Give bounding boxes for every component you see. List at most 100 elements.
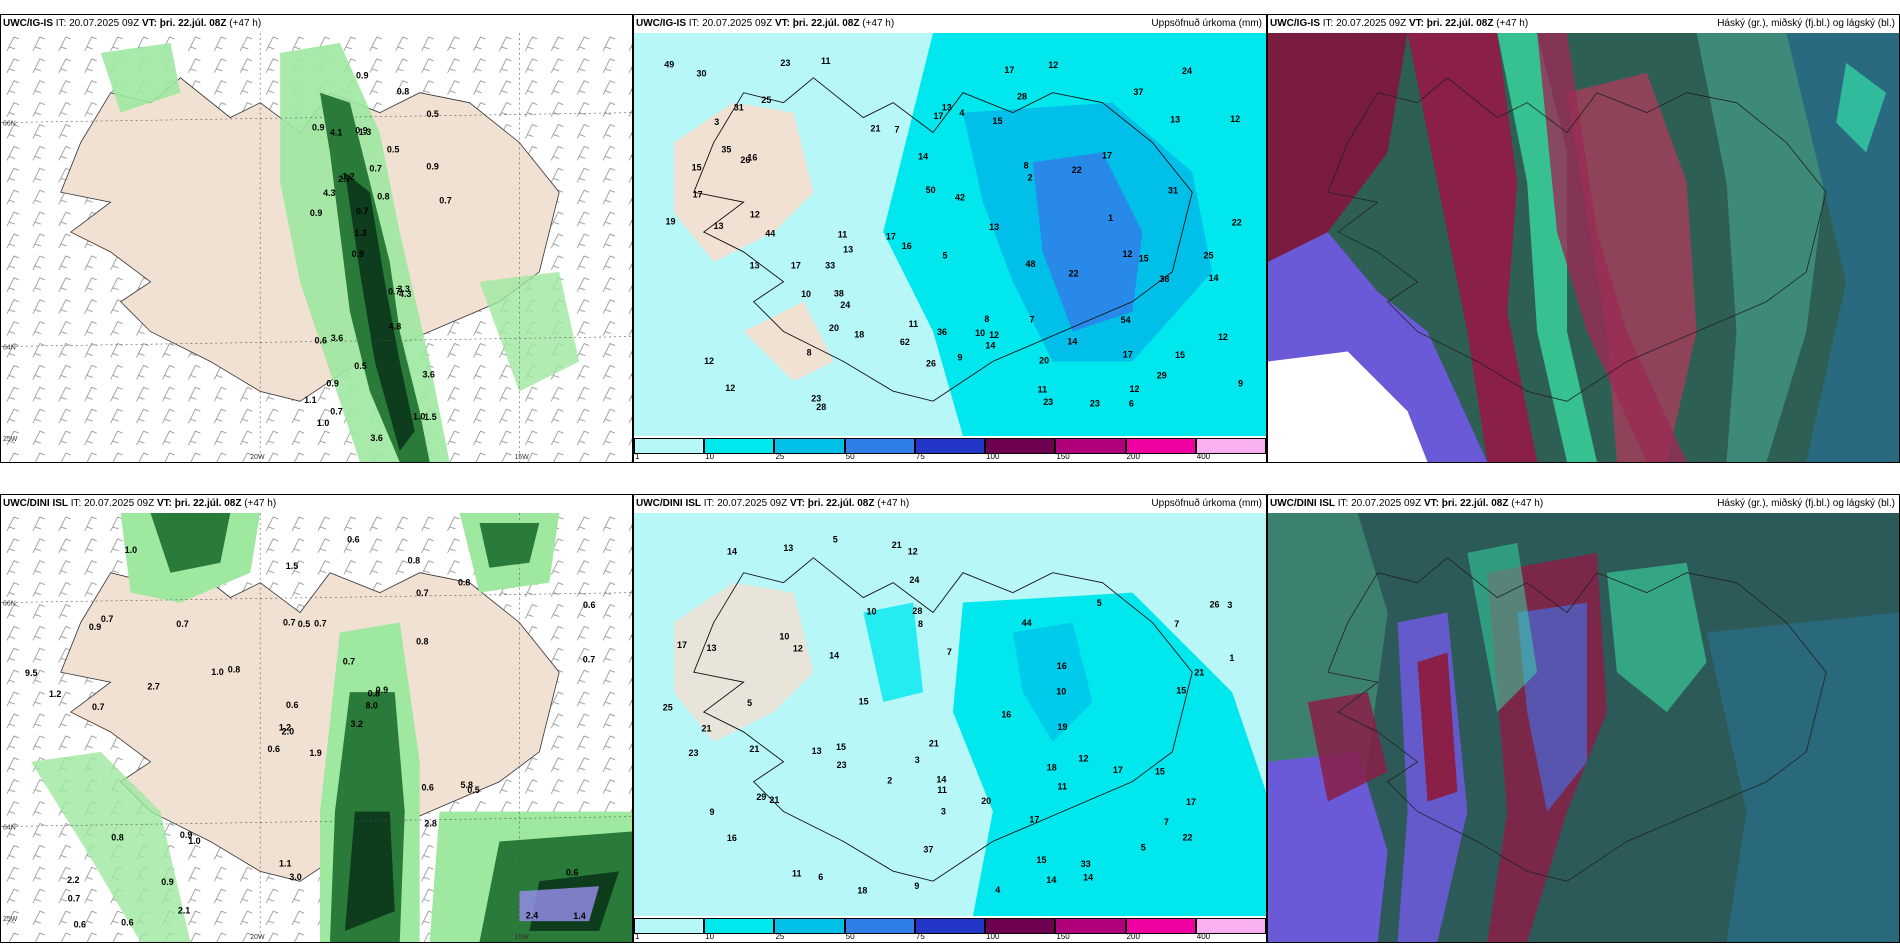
init-time: IT: 20.07.2025 09Z: [1337, 498, 1422, 509]
value-label: 33: [1081, 859, 1091, 869]
colorbar-swatch: [914, 918, 986, 934]
value-label: 13: [942, 103, 952, 113]
value-label: 8: [918, 619, 923, 629]
value-label: 10: [779, 632, 789, 642]
value-label: 12: [750, 210, 760, 220]
value-label: 0.7: [343, 656, 355, 666]
value-label: 13: [714, 221, 724, 231]
value-label: 9: [1238, 378, 1243, 388]
colorbar-swatch: [1125, 438, 1196, 454]
value-label: 4: [959, 108, 964, 118]
value-label: 1.0: [188, 836, 200, 846]
lon-label: 20W: [250, 454, 265, 461]
value-label: 0.8: [408, 555, 420, 565]
value-label: 24: [840, 300, 850, 310]
cloud-cover-map[interactable]: [1268, 33, 1899, 462]
value-label: 25: [761, 95, 771, 105]
value-label: 18: [854, 330, 864, 340]
lead-time: (+47 h): [877, 498, 910, 509]
value-label: 18: [1047, 762, 1057, 772]
value-label: 11: [1038, 384, 1047, 394]
value-label: 7: [1174, 619, 1179, 629]
lon-label: 15W: [514, 454, 529, 461]
value-label: 0.6: [268, 744, 280, 754]
value-label: 3.0: [289, 872, 301, 882]
value-label: 6: [818, 872, 823, 882]
value-label: 2.2: [67, 875, 79, 885]
value-label: 0.6: [74, 919, 86, 929]
value-label: 14: [1209, 273, 1219, 283]
value-label: 0.7: [68, 894, 80, 904]
value-label: 17: [677, 640, 687, 650]
value-label: 2.7: [338, 174, 350, 184]
value-label: 21: [701, 723, 711, 733]
colorbar-tick-label: 200: [1126, 932, 1140, 941]
lat-label: 66N: [3, 601, 16, 608]
colorbar-tick-label: 200: [1126, 452, 1140, 461]
value-label: 31: [1168, 185, 1178, 195]
colorbar-swatch: [844, 438, 915, 454]
cloud-cover-map[interactable]: [1268, 513, 1899, 942]
lat-label: 64N: [3, 345, 16, 352]
value-label: 35: [721, 144, 731, 154]
value-label: 2.0: [282, 727, 294, 737]
value-label: 0.7: [92, 702, 104, 712]
value-label: 37: [923, 845, 933, 855]
accum-precip-map[interactable]: 15 12 8 17 14 22 23 9 25 20 12 11 12 10 11 12 17 13 18 11 12…: [634, 33, 1266, 436]
value-label: 16: [727, 833, 737, 843]
value-label: 21: [1194, 668, 1204, 678]
value-label: 0.6: [315, 335, 327, 345]
value-label: 1.5: [424, 412, 436, 422]
value-label: 1: [1229, 653, 1234, 663]
value-label: 12: [1218, 332, 1228, 342]
model-name: UWC/IG-IS: [636, 18, 686, 29]
wind-precip-map[interactable]: 20W 15W 66N 64N 25W 1.5 0.9 0.5 0.9 0.5 1.0 0.…: [1, 33, 632, 462]
value-label: 15: [992, 116, 1002, 126]
value-label: 17: [1102, 151, 1112, 161]
value-label: 8: [984, 314, 989, 324]
value-label: 1.1: [279, 859, 291, 869]
value-label: 0.9: [180, 830, 192, 840]
value-label: 11: [838, 229, 847, 239]
value-label: 13: [812, 746, 822, 756]
value-label: 5: [833, 535, 838, 545]
colorbar-swatch: [704, 918, 775, 934]
value-label: 0.7: [416, 588, 428, 598]
value-label: 1.0: [317, 418, 329, 428]
value-label: 2.7: [147, 682, 159, 692]
panel-dini-accum-precip: UWC/DINI ISL IT: 20.07.2025 09Z VT: þri.…: [633, 494, 1267, 943]
value-label: 2.4: [526, 910, 538, 920]
value-label: 0.6: [286, 700, 298, 710]
value-label: 4.1: [330, 127, 342, 137]
value-label: 12: [908, 547, 918, 557]
lon-label: 25W: [3, 916, 18, 923]
value-label: 42: [955, 192, 965, 202]
value-label: 0.7: [330, 407, 342, 417]
value-label: 15: [1139, 253, 1149, 263]
value-label: 14: [1083, 873, 1093, 883]
value-label: 2.1: [178, 906, 190, 916]
value-label: 23: [689, 748, 699, 758]
model-name: UWC/IG-IS: [1270, 18, 1320, 29]
lead-time: (+47 h): [1496, 18, 1529, 29]
value-label: 23: [1090, 399, 1100, 409]
wind-precip-map[interactable]: 20W 15W 66N 64N 25W 1.9 0.9 2.0 2.2 0.8 1.0 0.…: [1, 513, 632, 942]
value-label: 18: [857, 886, 867, 896]
value-label: 0.5: [467, 785, 479, 795]
value-label: 38: [1159, 274, 1169, 284]
value-label: 10: [801, 289, 811, 299]
value-label: 0.7: [388, 287, 400, 297]
value-label: 7: [895, 125, 900, 135]
panel-title: UWC/IG-IS IT: 20.07.2025 09Z VT: þri. 22…: [1268, 15, 1899, 33]
value-label: 3.3: [397, 284, 409, 294]
lead-time: (+47 h): [1511, 498, 1544, 509]
colorbar-swatch: [704, 438, 775, 454]
colorbar-swatch: [774, 918, 845, 934]
colorbar-tick-label: 100: [986, 932, 1000, 941]
value-label: 17: [1029, 814, 1039, 824]
accum-precip-map[interactable]: 5 5 7 5 3 3 8 7 9 4 5 11 14 15 10 11 11 16 21 13 15 14 14 15 12 2…: [634, 513, 1266, 916]
value-label: 16: [902, 241, 912, 251]
value-label: 21: [769, 795, 779, 805]
model-name: UWC/DINI ISL: [3, 498, 68, 509]
lead-time: (+47 h): [229, 18, 262, 29]
